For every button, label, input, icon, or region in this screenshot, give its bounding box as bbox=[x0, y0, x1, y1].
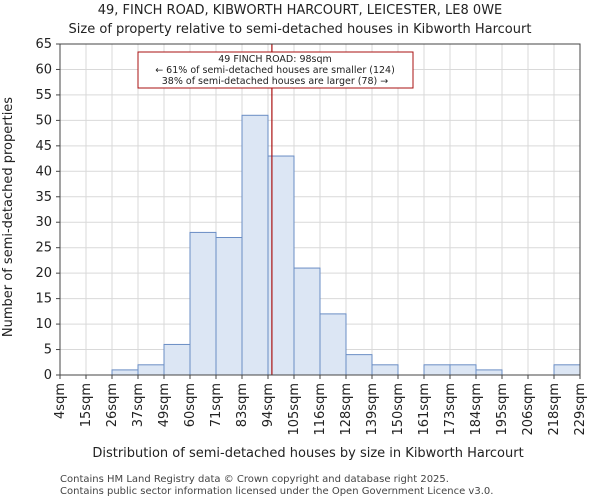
x-tick-label: 4sqm bbox=[53, 383, 68, 419]
x-tick-label: 206sqm bbox=[521, 383, 536, 436]
y-tick-label: 40 bbox=[35, 164, 52, 179]
bar-83sqm bbox=[241, 114, 269, 376]
y-tick-label: 50 bbox=[35, 113, 52, 128]
y-tick-label: 20 bbox=[35, 266, 52, 281]
x-tick-label: 229sqm bbox=[573, 383, 588, 436]
x-tick-label: 173sqm bbox=[443, 383, 458, 436]
x-tick-label: 218sqm bbox=[547, 383, 562, 436]
y-axis-ticks: 0 5 10 15 20 25 30 35 40 45 50 55 60 65 bbox=[35, 37, 60, 383]
x-tick-label: 128sqm bbox=[339, 383, 354, 436]
x-tick-label: 184sqm bbox=[469, 383, 484, 436]
bar-105sqm bbox=[293, 267, 321, 376]
bar-218sqm bbox=[553, 364, 581, 376]
annotation-line-3: 38% of semi-detached houses are larger (… bbox=[162, 76, 389, 87]
footer-line-2: Contains public sector information licen… bbox=[60, 486, 493, 497]
y-tick-label: 25 bbox=[35, 241, 52, 256]
x-tick-label: 195sqm bbox=[495, 383, 510, 436]
x-tick-label: 37sqm bbox=[131, 383, 146, 427]
annotation-line-1: 49 FINCH ROAD: 98sqm bbox=[218, 54, 332, 65]
chart-subtitle: Size of property relative to semi-detach… bbox=[69, 22, 532, 37]
bar-71sqm bbox=[215, 237, 243, 376]
y-tick-label: 45 bbox=[35, 139, 52, 154]
annotation-box: 49 FINCH ROAD: 98sqm ← 61% of semi-detac… bbox=[137, 51, 414, 89]
x-axis-label: Distribution of semi-detached houses by … bbox=[92, 446, 523, 461]
bar-60sqm bbox=[189, 231, 217, 376]
bar-49sqm bbox=[163, 343, 191, 376]
y-tick-label: 15 bbox=[35, 292, 52, 307]
bar-161sqm bbox=[423, 364, 451, 376]
x-tick-label: 94sqm bbox=[261, 383, 276, 427]
y-tick-label: 35 bbox=[35, 190, 52, 205]
x-tick-label: 150sqm bbox=[391, 383, 406, 436]
x-tick-label: 116sqm bbox=[313, 383, 328, 436]
y-tick-label: 10 bbox=[35, 317, 52, 332]
x-tick-label: 71sqm bbox=[209, 383, 224, 427]
bar-116sqm bbox=[319, 313, 347, 376]
bar-128sqm bbox=[345, 354, 373, 376]
bar-26sqm bbox=[111, 369, 139, 376]
y-tick-label: 0 bbox=[44, 368, 52, 383]
x-tick-label: 139sqm bbox=[365, 383, 380, 436]
x-tick-label: 161sqm bbox=[417, 383, 432, 436]
y-tick-label: 60 bbox=[35, 62, 52, 77]
y-tick-label: 5 bbox=[44, 343, 52, 358]
footer-line-1: Contains HM Land Registry data © Crown c… bbox=[60, 474, 449, 485]
x-tick-label: 105sqm bbox=[287, 383, 302, 436]
bar-139sqm bbox=[371, 364, 399, 376]
x-tick-label: 83sqm bbox=[235, 383, 250, 427]
y-axis-label: Number of semi-detached properties bbox=[1, 97, 16, 337]
x-tick-label: 15sqm bbox=[79, 383, 94, 427]
x-tick-label: 60sqm bbox=[183, 383, 198, 427]
x-axis-ticks: 4sqm 15sqm 26sqm 37sqm 49sqm 60sqm 71sqm 83sqm 9… bbox=[53, 375, 588, 436]
bar-37sqm bbox=[137, 364, 165, 376]
bar-184sqm bbox=[475, 369, 503, 376]
chart-title: 49, FINCH ROAD, KIBWORTH HARCOURT, LEICE… bbox=[98, 3, 503, 18]
bar-173sqm bbox=[449, 364, 477, 376]
x-tick-label: 26sqm bbox=[105, 383, 120, 427]
y-tick-label: 65 bbox=[35, 37, 52, 52]
annotation-line-2: ← 61% of semi-detached houses are smalle… bbox=[155, 65, 395, 76]
y-tick-label: 55 bbox=[35, 88, 52, 103]
y-tick-label: 30 bbox=[35, 215, 52, 230]
annotation-frame bbox=[137, 51, 414, 89]
x-tick-label: 49sqm bbox=[157, 383, 172, 427]
